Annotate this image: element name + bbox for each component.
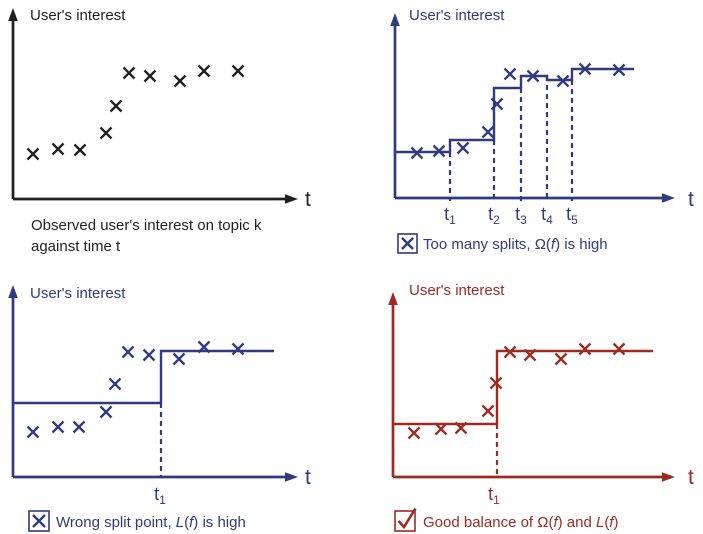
data-point-x-mark (578, 342, 592, 356)
data-point-x-mark (173, 74, 187, 88)
step-function-line (395, 67, 634, 154)
data-point-x-mark (26, 425, 40, 439)
data-point-x-mark (231, 64, 245, 78)
data-point-x-mark (490, 97, 504, 111)
data-point-x-mark (122, 66, 136, 80)
x-axis-arrowhead-icon (285, 472, 298, 482)
split-label: t1 (444, 204, 456, 227)
data-point-x-mark (108, 377, 122, 391)
x-axis-arrowhead-icon (285, 194, 298, 204)
data-point-x-mark (72, 420, 86, 434)
too_many_splits-plot: User's interest t t1 t2 t3 t4 t5 Too many split… (390, 7, 694, 254)
x-axis-arrowhead-icon (662, 193, 675, 203)
axis-title: User's interest (409, 7, 505, 24)
good_balance-plot: User's interest t t1 Good balance of Ω(f) a… (388, 282, 694, 532)
axis-title: User's interest (409, 282, 505, 299)
data-point-x-mark (143, 69, 157, 83)
data-point-x-mark (578, 62, 592, 76)
y-axis-arrowhead-icon (388, 292, 398, 305)
data-point-x-mark (73, 143, 87, 157)
panel-too-many-splits: User's interest t t1 t2 t3 t4 t5 Too many split… (352, 0, 703, 265)
data-point-x-mark (526, 69, 540, 83)
observed-plot: User's interest t Observed user's interest… (8, 7, 311, 255)
data-point-x-mark (481, 404, 495, 418)
data-point-x-mark (26, 147, 40, 161)
caption-text: Observed user's interest on topic k (31, 217, 262, 234)
data-point-x-mark (554, 352, 568, 366)
data-point-x-mark (612, 63, 626, 77)
step-function-line (393, 349, 653, 426)
data-point-x-mark (503, 345, 517, 359)
axis-title: User's interest (30, 7, 126, 24)
wrong_split-plot: User's interest t t1 Wrong split point, L(f… (8, 285, 311, 532)
panel-wrong-split: User's interest t t1 Wrong split point, L(f… (0, 265, 352, 534)
split-label: t1 (154, 484, 166, 507)
x-axis-arrowhead-icon (662, 472, 675, 482)
data-point-x-mark (503, 67, 517, 81)
x-axis-label: t (305, 466, 311, 489)
y-axis-arrowhead-icon (8, 8, 18, 21)
data-point-x-mark (407, 426, 421, 440)
data-point-x-mark (231, 342, 245, 356)
split-label: t4 (541, 204, 553, 227)
data-point-x-mark (456, 141, 470, 155)
data-point-x-mark (51, 142, 65, 156)
data-point-x-mark (142, 348, 156, 362)
panel-good-balance: User's interest t t1 Good balance of Ω(f) a… (352, 265, 703, 534)
data-point-x-mark (489, 376, 503, 390)
data-point-x-mark (481, 125, 495, 139)
x-mark-checkbox-icon (401, 237, 414, 250)
data-point-x-mark (172, 352, 186, 366)
legend-checkbox (28, 510, 50, 532)
data-point-x-mark (556, 74, 570, 88)
step-function-line (13, 349, 274, 405)
split-label: t5 (566, 204, 578, 227)
split-label: t3 (515, 204, 527, 227)
split-label: t1 (488, 484, 500, 507)
data-point-x-mark (523, 348, 537, 362)
check-mark-checkbox-icon (397, 507, 417, 530)
axis-title: User's interest (30, 285, 126, 302)
y-axis-arrowhead-icon (390, 13, 400, 26)
legend-checkbox (397, 233, 418, 254)
panel-observed: User's interest t Observed user's interest… (0, 0, 352, 265)
x-axis-label: t (688, 188, 694, 211)
caption-text: Good balance of Ω(f) and L(f) (423, 514, 619, 531)
caption-text: Wrong split point, L(f) is high (56, 514, 246, 531)
x-axis-label: t (688, 466, 694, 489)
data-point-x-mark (99, 126, 113, 140)
data-point-x-mark (432, 144, 446, 158)
legend-checkbox (394, 510, 416, 532)
split-label: t2 (488, 204, 500, 227)
x-mark-checkbox-icon (32, 514, 46, 528)
data-point-x-mark (121, 345, 135, 359)
data-point-x-mark (197, 64, 211, 78)
x-axis-label: t (305, 188, 311, 211)
data-point-x-mark (434, 422, 448, 436)
data-point-x-mark (612, 342, 626, 356)
y-axis-arrowhead-icon (8, 285, 18, 298)
caption-text: against time t (31, 238, 121, 255)
caption-text: Too many splits, Ω(f) is high (423, 236, 608, 253)
data-point-x-mark (99, 405, 113, 419)
data-point-x-mark (197, 340, 211, 354)
data-point-x-mark (51, 420, 65, 434)
data-point-x-mark (454, 421, 468, 435)
data-point-x-mark (109, 99, 123, 113)
data-point-x-mark (410, 146, 424, 160)
